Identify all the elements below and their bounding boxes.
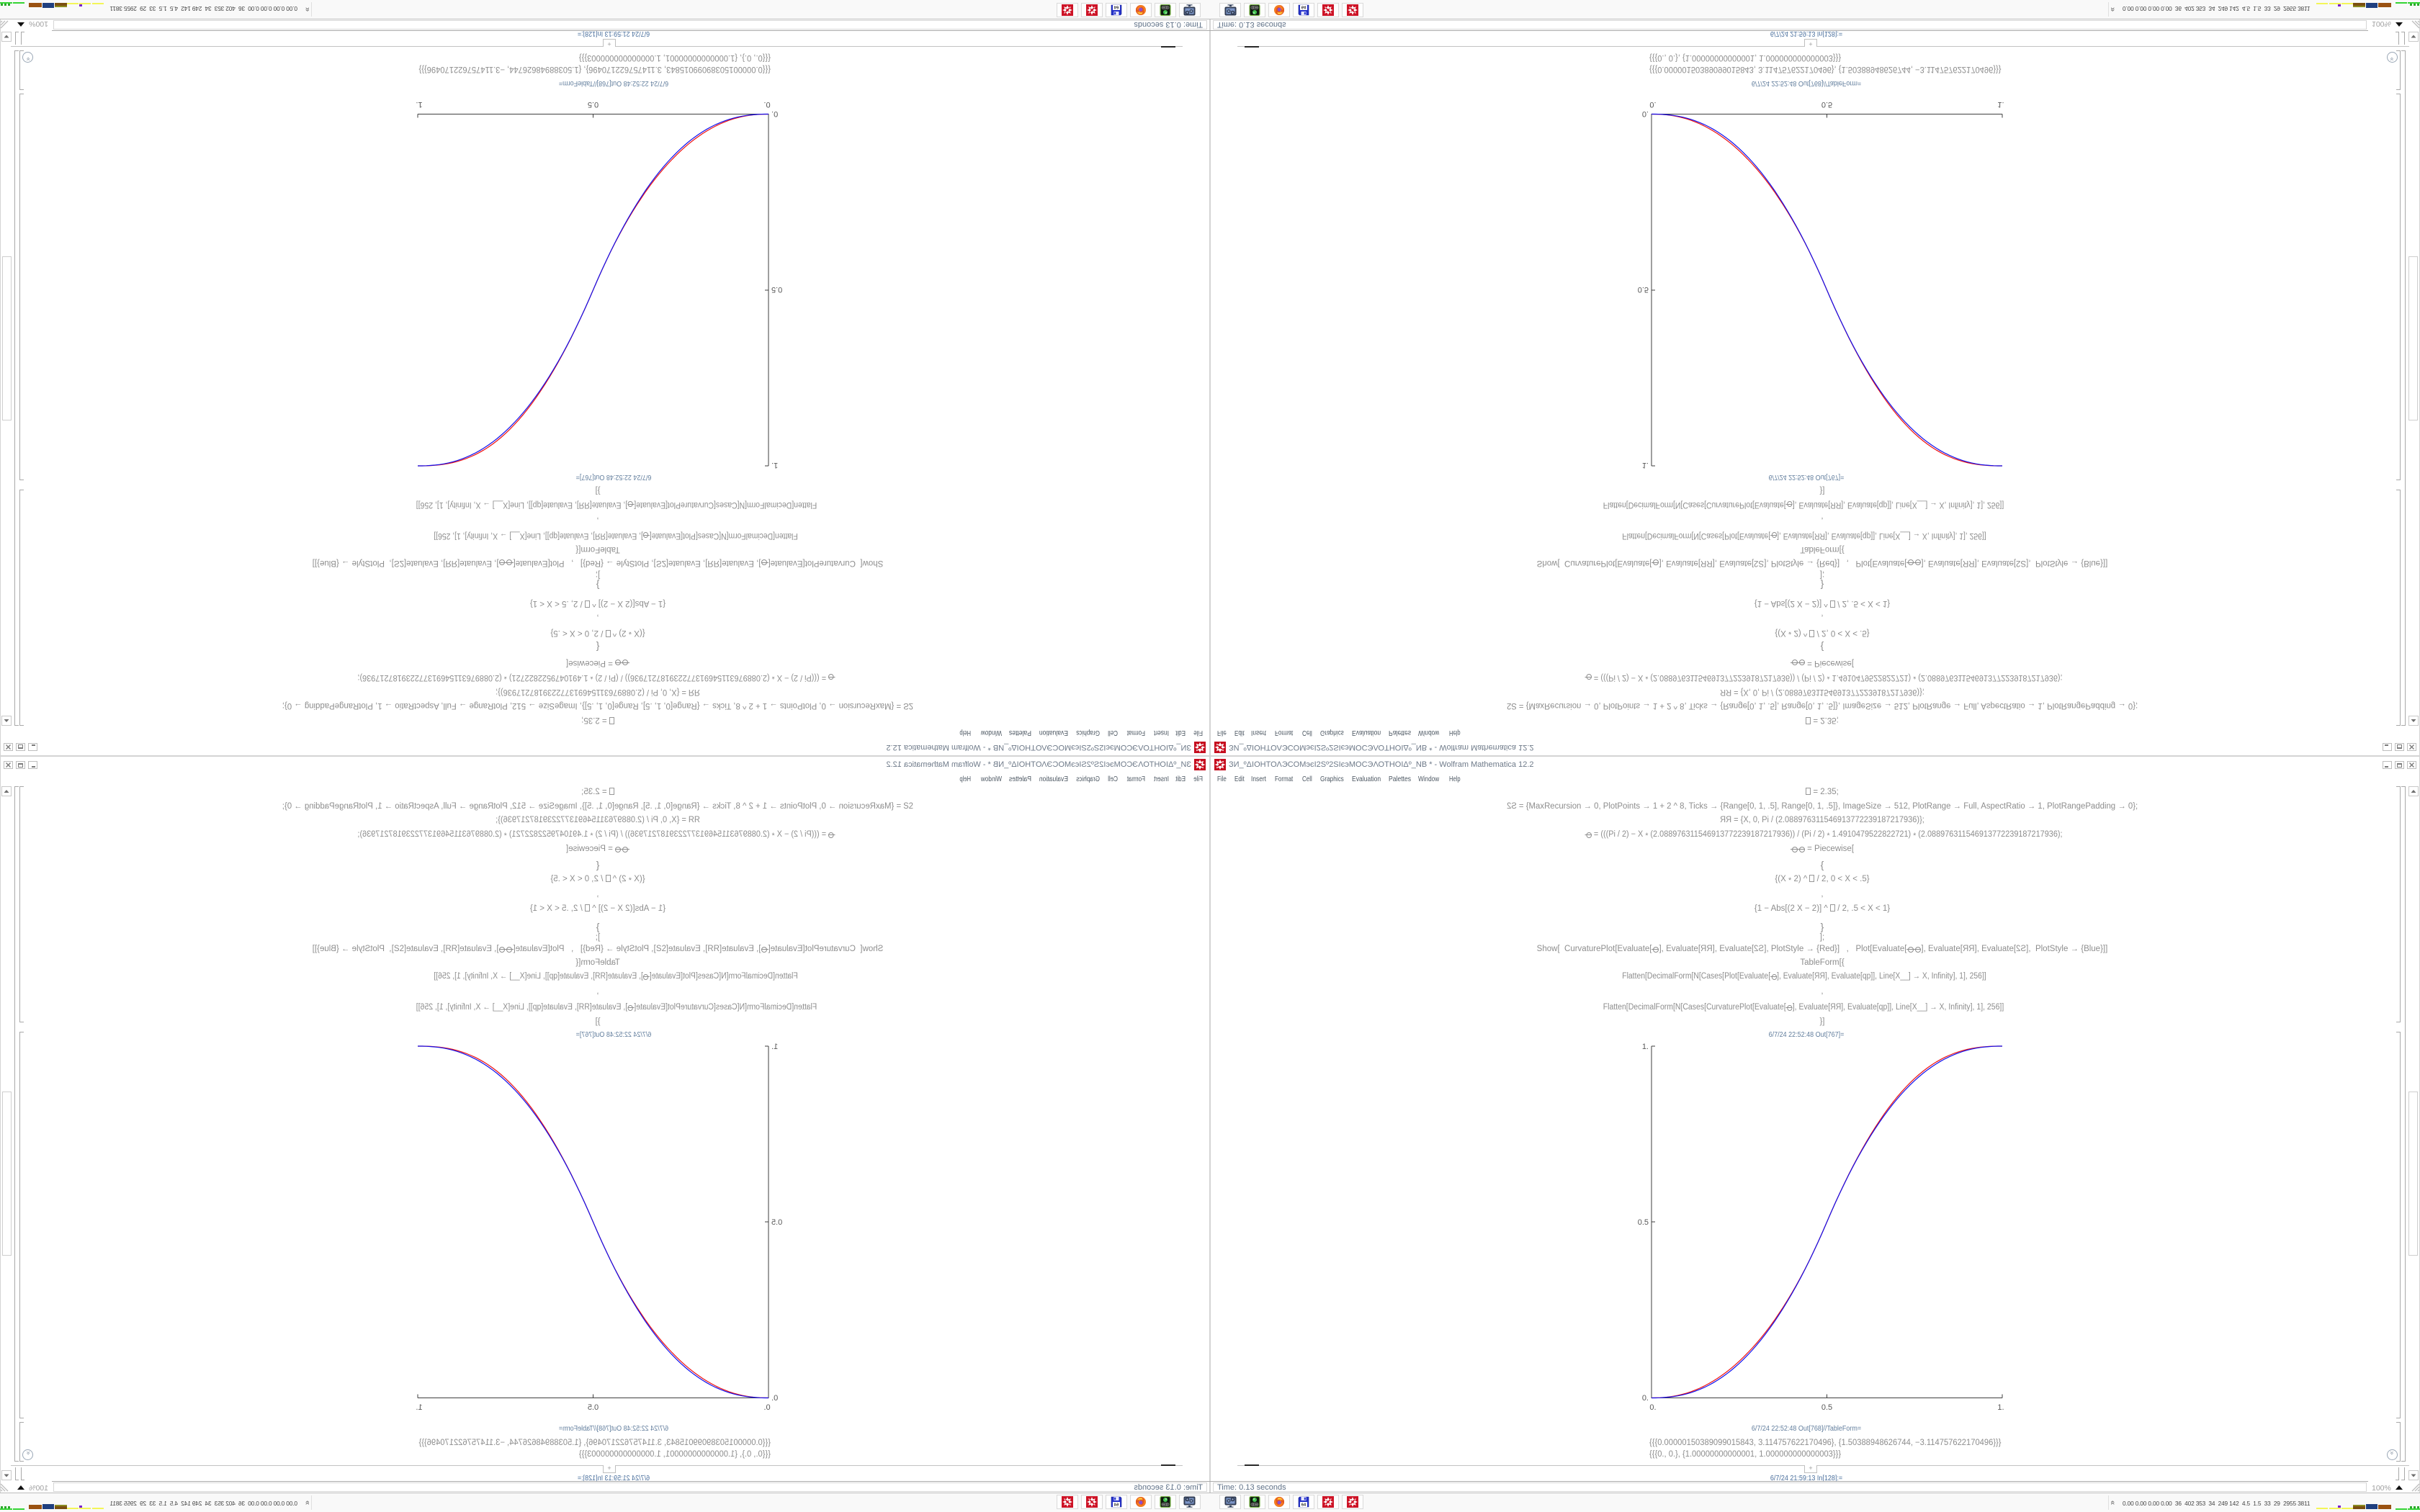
svg-text:0.: 0. (1649, 1403, 1656, 1412)
svg-text:0.: 0. (1642, 109, 1649, 118)
svg-text:0.: 0. (1649, 100, 1656, 109)
svg-text:1.: 1. (1997, 1403, 2004, 1412)
svg-text:0.: 0. (771, 109, 778, 118)
svg-text:0.: 0. (763, 1403, 770, 1412)
svg-text:64: 64 (1113, 4, 1119, 9)
svg-text:0.5: 0.5 (1821, 100, 1832, 109)
svg-text:1.: 1. (1997, 100, 2004, 109)
svg-text:64: 64 (1301, 4, 1307, 9)
svg-text:1.: 1. (416, 100, 422, 109)
svg-text:1.: 1. (771, 461, 778, 469)
svg-text:0.: 0. (1642, 1394, 1649, 1403)
svg-text:0.5: 0.5 (588, 1403, 599, 1412)
svg-text:0.: 0. (763, 100, 770, 109)
svg-text:0.5: 0.5 (1638, 1218, 1649, 1227)
svg-text:0.5: 0.5 (1821, 1403, 1832, 1412)
svg-text:1.: 1. (416, 1403, 422, 1412)
svg-text:0.5: 0.5 (1638, 285, 1649, 294)
svg-text:0.5: 0.5 (771, 1218, 782, 1227)
svg-text:1.: 1. (1642, 461, 1649, 469)
svg-text:0.5: 0.5 (588, 100, 599, 109)
svg-text:0.5: 0.5 (771, 285, 782, 294)
svg-text:0.: 0. (771, 1394, 778, 1403)
svg-text:64: 64 (1113, 1503, 1119, 1508)
svg-text:1.: 1. (1642, 1043, 1649, 1051)
svg-text:1.: 1. (771, 1043, 778, 1051)
svg-text:64: 64 (1301, 1503, 1307, 1508)
